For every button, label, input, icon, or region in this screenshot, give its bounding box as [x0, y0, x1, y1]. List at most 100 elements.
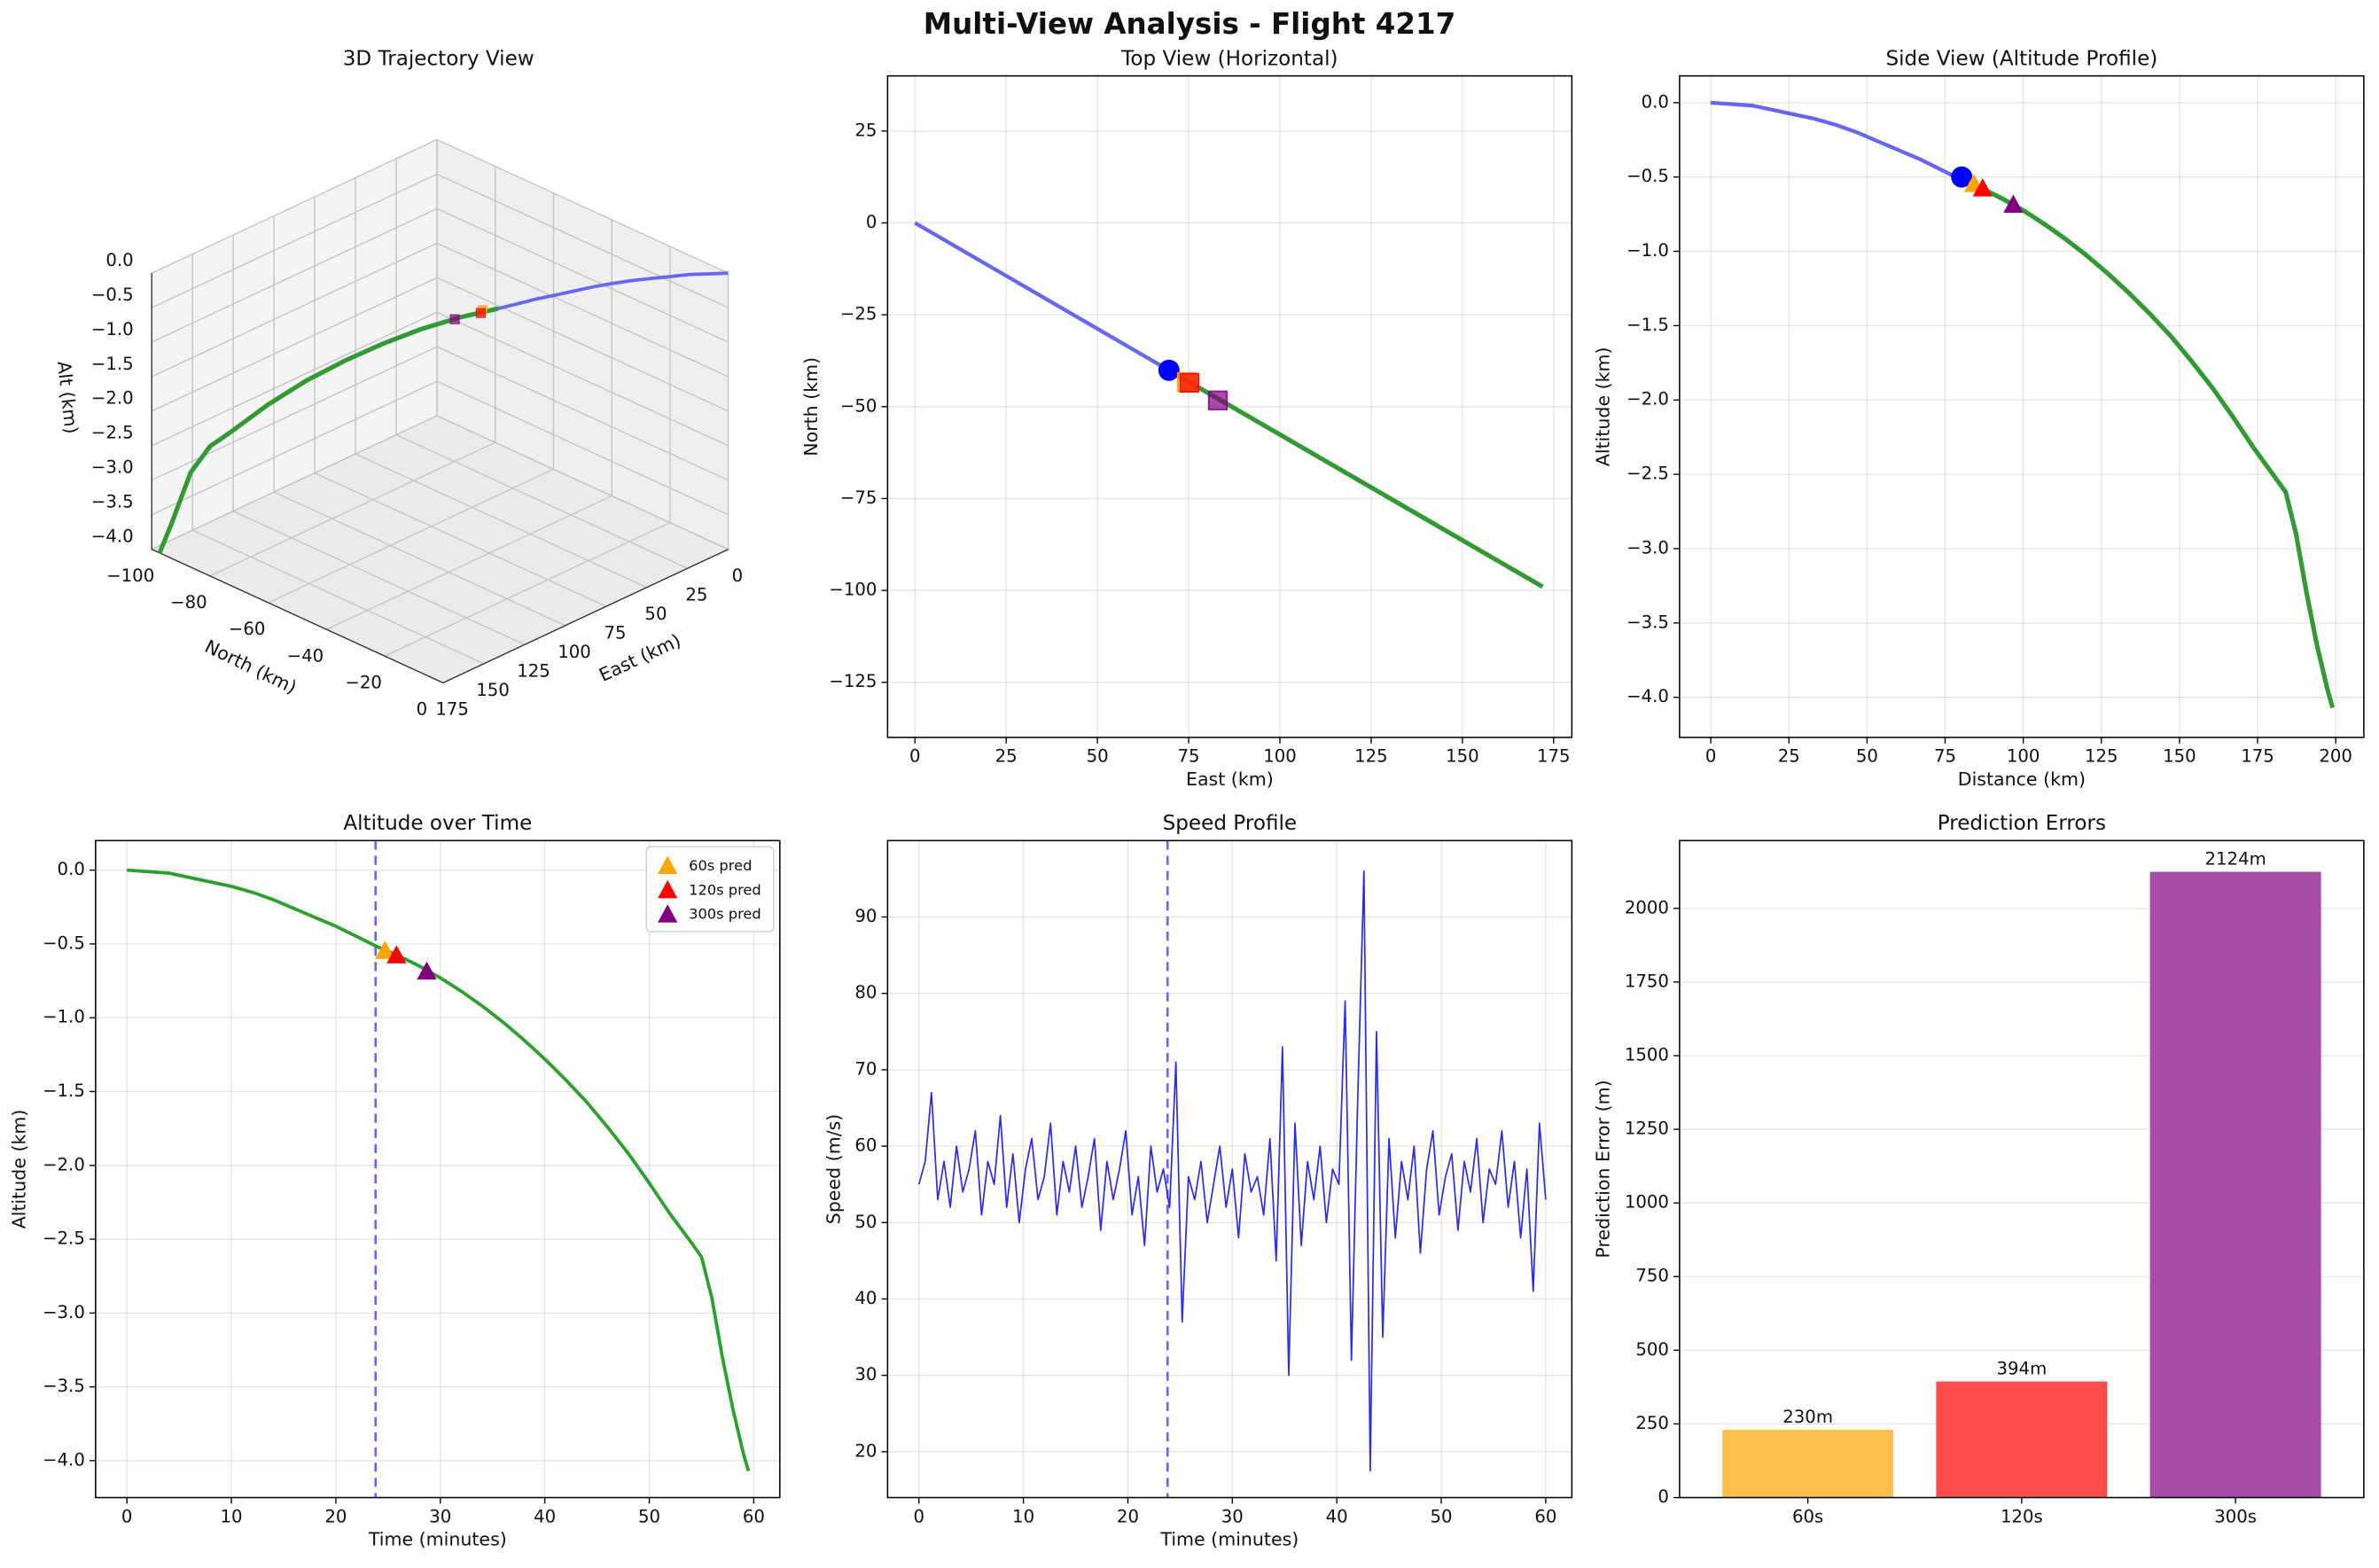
z-tick-label: −2.0 — [91, 388, 134, 409]
y-tick-label: 250 — [1635, 1413, 1669, 1433]
y-tick-label: 0.0 — [1642, 91, 1669, 112]
chart-title: Prediction Errors — [1938, 812, 2106, 835]
x-tick-label: 0 — [909, 746, 921, 767]
z-tick-label: −1.5 — [91, 354, 134, 374]
y-tick-label: −100 — [829, 580, 877, 600]
axes-frame — [886, 839, 1573, 1499]
y-tick-label: −125 — [829, 671, 877, 691]
x-tick-label: 25 — [685, 585, 707, 605]
chart-title: Side View (Altitude Profile) — [1885, 47, 2157, 70]
x-tick-label: 60 — [743, 1506, 765, 1526]
chart-title: Altitude over Time — [343, 812, 532, 835]
x-tick-label: 300s — [2214, 1506, 2257, 1526]
y-tick-label: 50 — [854, 1212, 877, 1232]
y-tick-label: −75 — [840, 488, 878, 508]
grid-line — [232, 511, 526, 645]
y-tick-label: 0 — [1658, 1486, 1669, 1507]
legend-marker — [658, 904, 678, 923]
z-tick-label: 0.0 — [105, 250, 133, 270]
x-tick-label: 100 — [558, 642, 591, 662]
x-tick-label: 60s — [1792, 1506, 1823, 1526]
grid-line — [355, 453, 647, 589]
marker — [449, 314, 460, 324]
grid-line — [151, 242, 438, 378]
y-tick-label: −3.5 — [1626, 612, 1669, 632]
grid-line — [436, 415, 729, 550]
chart-title: 3D Trajectory View — [343, 47, 534, 70]
grid-line — [436, 380, 729, 516]
data-line — [1167, 368, 1544, 589]
data-line — [127, 868, 751, 1472]
marker — [2003, 194, 2024, 214]
y-tick-label: 40 — [854, 1288, 877, 1308]
x-tick-label: 175 — [435, 699, 469, 720]
x-tick-label: 20 — [1117, 1506, 1139, 1526]
y-tick-label: −80 — [170, 592, 207, 612]
y-tick-label: 80 — [854, 982, 877, 1002]
y-axis-label: Speed (m/s) — [823, 1114, 844, 1225]
y-tick-label: 25 — [854, 120, 877, 140]
y-tick-label: 20 — [854, 1440, 877, 1461]
marker — [1179, 372, 1199, 393]
bar — [1722, 1430, 1894, 1498]
grid-line — [151, 173, 438, 308]
z-tick-label: −3.5 — [91, 492, 134, 512]
bar-value-label: 230m — [1782, 1407, 1833, 1427]
y-tick-label: 1000 — [1625, 1192, 1669, 1213]
y-axis-label: Prediction Error (m) — [1592, 1080, 1613, 1258]
x-tick-label: 50 — [1087, 746, 1109, 767]
x-axis-label: Time (minutes) — [368, 1528, 507, 1549]
data-line — [917, 870, 1547, 1472]
floor-pane — [152, 416, 729, 683]
x-tick-label: 0 — [913, 1506, 924, 1526]
marker — [1207, 390, 1228, 410]
y-axis-label: Altitude (km) — [1592, 347, 1613, 466]
y-tick-label: 90 — [854, 906, 877, 926]
grid-line — [436, 311, 729, 447]
y-tick-label: −1.5 — [43, 1080, 85, 1101]
y-tick-label: −3.0 — [1626, 537, 1669, 558]
x-tick-label: 175 — [2241, 746, 2274, 767]
grid-line — [151, 277, 438, 412]
x-axis — [442, 549, 729, 683]
y-tick-label: −2.0 — [43, 1154, 85, 1174]
grid-line — [436, 173, 729, 308]
y-tick-label: 2000 — [1625, 897, 1669, 917]
plot-area — [1679, 75, 2364, 737]
marker — [417, 961, 437, 980]
legend-label: 120s pred — [689, 881, 761, 898]
x-tick-label: 40 — [1326, 1506, 1348, 1526]
axes-frame — [1679, 839, 2365, 1499]
data-line — [1961, 177, 2336, 709]
legend-label: 300s pred — [689, 906, 761, 923]
y-tick-label: 30 — [854, 1364, 877, 1385]
y-tick-label: −100 — [106, 566, 154, 586]
z-tick-label: −2.5 — [91, 423, 134, 443]
z-tick-label: −0.5 — [91, 285, 134, 305]
marker — [1951, 166, 1973, 188]
y-tick-label: −4.0 — [1626, 686, 1669, 706]
y-tick-label: −50 — [840, 395, 878, 416]
x-tick-label: 25 — [1778, 746, 1800, 767]
x-tick-label: 75 — [1934, 746, 1956, 767]
grid-line — [151, 311, 438, 447]
data-line — [1710, 100, 1963, 182]
marker — [1158, 359, 1180, 381]
y-tick-label: −3.0 — [43, 1302, 85, 1322]
y-tick-label: 60 — [854, 1135, 877, 1156]
x-tick-label: 30 — [429, 1506, 451, 1526]
x-tick-label: 125 — [2085, 746, 2118, 767]
y-tick-label: 500 — [1635, 1339, 1669, 1360]
y-axis-label: North (km) — [800, 357, 822, 456]
data-line — [157, 306, 499, 555]
grid-line — [384, 521, 671, 657]
x-axis-label: Time (minutes) — [1159, 1528, 1299, 1549]
y-tick-label: −4.0 — [43, 1449, 85, 1470]
x-tick-label: 40 — [534, 1506, 556, 1526]
y-tick-label: −60 — [229, 619, 266, 639]
y-tick-label: −1.0 — [43, 1007, 85, 1027]
x-tick-label: 25 — [995, 746, 1018, 767]
y-tick-label: −20 — [345, 673, 382, 693]
